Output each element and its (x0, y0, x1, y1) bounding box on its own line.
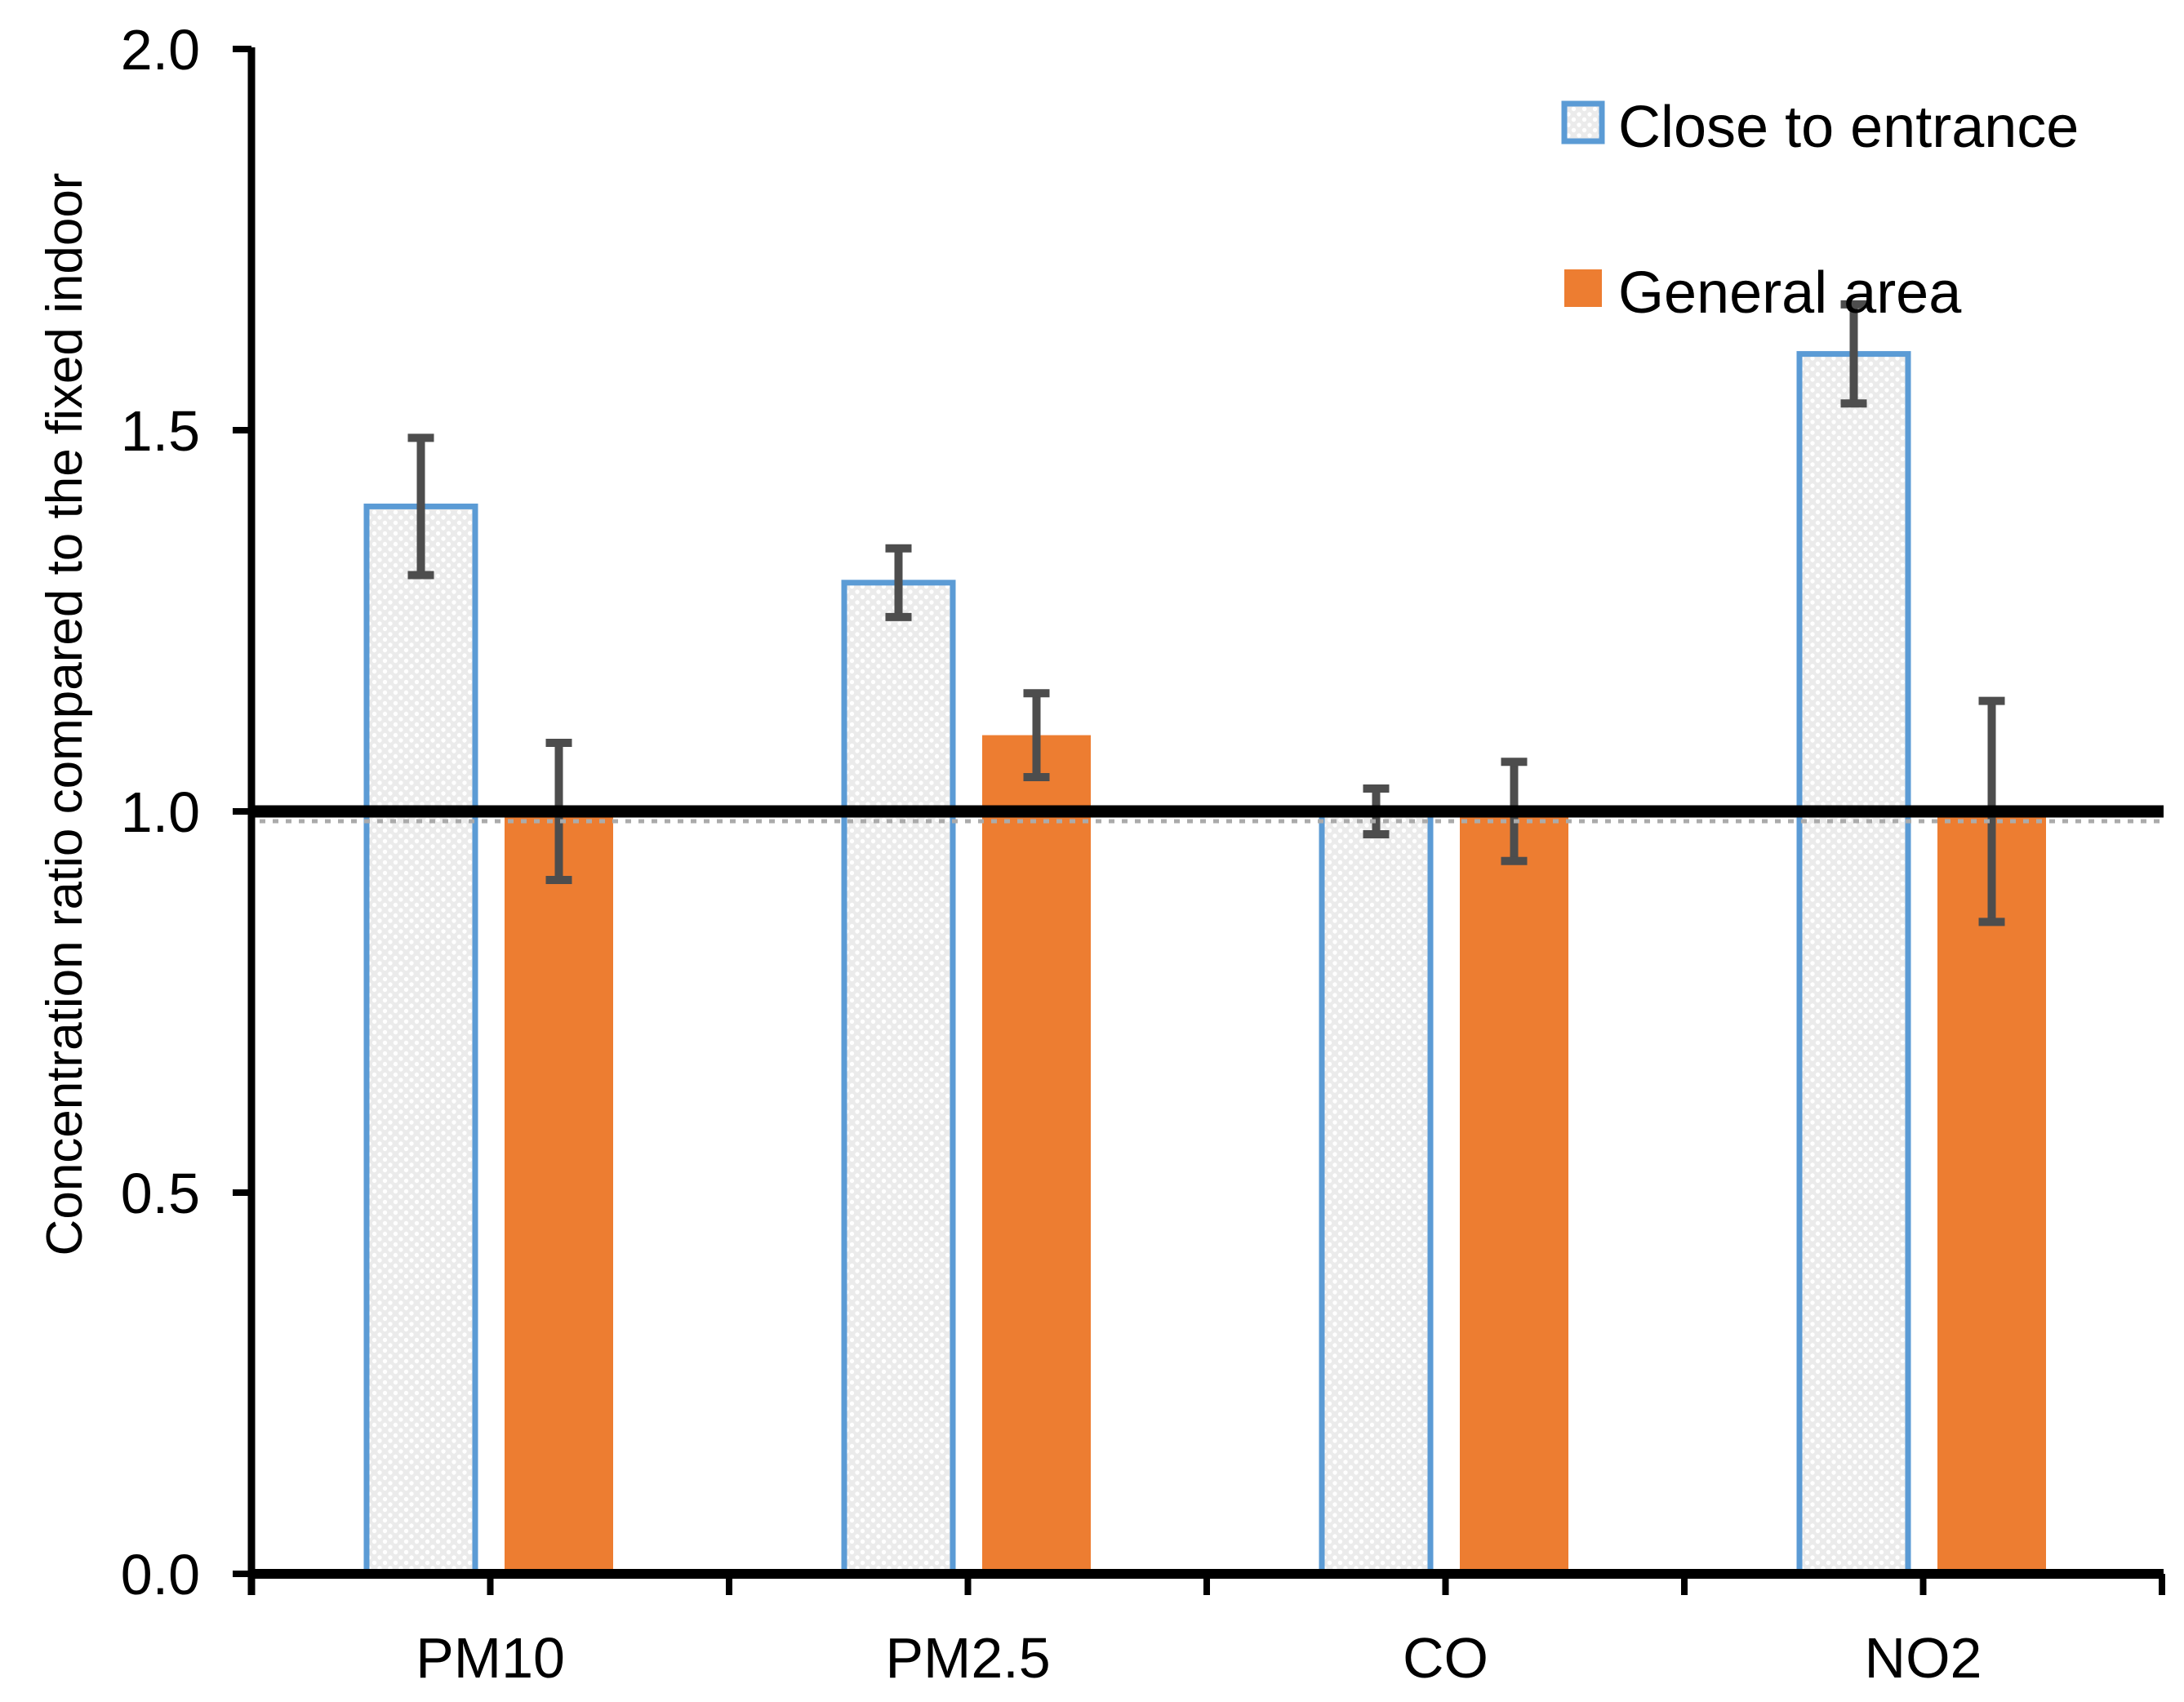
bar-close-to-entrance-no2 (1796, 351, 1911, 1577)
x-category-label-pm2-5: PM2.5 (885, 1626, 1050, 1690)
x-category-label-pm10: PM10 (416, 1626, 565, 1690)
legend-label-general-area: General area (1618, 260, 1962, 326)
bar-close-to-entrance-pm10 (363, 503, 478, 1577)
y-tick-label-1.5: 1.5 (121, 399, 200, 463)
y-axis-title: Concentration ratio compared to the fixe… (37, 173, 93, 1256)
bar-general-area-no2 (1937, 811, 2046, 1574)
legend-swatch-general-area (1564, 269, 1602, 307)
bar-general-area-pm10 (505, 811, 613, 1574)
legend-label-close-to-entrance: Close to entrance (1618, 95, 2079, 160)
bar-general-area-pm2-5 (982, 735, 1091, 1574)
bar-general-area-co (1460, 811, 1568, 1574)
x-category-label-no2: NO2 (1865, 1626, 1982, 1690)
y-tick-label-0.5: 0.5 (121, 1162, 200, 1225)
x-category-label-co: CO (1403, 1626, 1488, 1690)
legend: Close to entrance General area (1561, 95, 2079, 326)
legend-swatch-close-to-entrance (1561, 100, 1605, 144)
y-tick-label-0.0: 0.0 (121, 1543, 200, 1606)
bar-close-to-entrance-pm2-5 (841, 580, 956, 1577)
bar-close-to-entrance-co (1319, 808, 1434, 1577)
y-tick-label-2.0: 2.0 (121, 18, 200, 82)
plot-area: 0.0 0.5 1.0 1.5 2.0 PM10 PM2.5 CO NO2 (121, 18, 2165, 1690)
y-tick-label-1.0: 1.0 (121, 780, 200, 844)
